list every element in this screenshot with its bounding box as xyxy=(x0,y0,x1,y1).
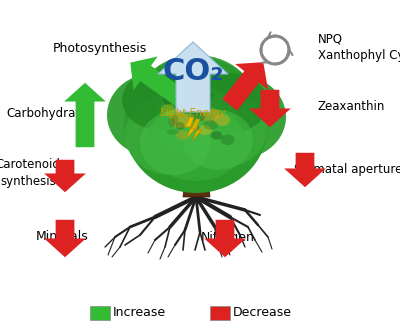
Ellipse shape xyxy=(124,57,268,193)
Text: Stomatal aperture: Stomatal aperture xyxy=(294,163,400,177)
Ellipse shape xyxy=(214,114,230,126)
Ellipse shape xyxy=(172,90,183,102)
Ellipse shape xyxy=(183,110,253,170)
Polygon shape xyxy=(185,117,196,139)
Text: Minerals: Minerals xyxy=(36,230,88,244)
Ellipse shape xyxy=(140,111,210,175)
Ellipse shape xyxy=(192,73,268,133)
Ellipse shape xyxy=(193,124,199,131)
Ellipse shape xyxy=(107,73,203,157)
Text: Carbohydrates: Carbohydrates xyxy=(6,107,94,120)
Ellipse shape xyxy=(125,95,215,175)
Ellipse shape xyxy=(176,122,184,130)
Ellipse shape xyxy=(190,75,286,159)
Ellipse shape xyxy=(182,106,188,114)
Ellipse shape xyxy=(162,93,172,105)
Text: NPQ
Xanthophyl Cycle: NPQ Xanthophyl Cycle xyxy=(318,32,400,62)
Ellipse shape xyxy=(220,134,235,145)
Ellipse shape xyxy=(198,125,212,135)
FancyBboxPatch shape xyxy=(210,306,230,320)
Ellipse shape xyxy=(169,116,175,127)
Text: Zeaxanthin: Zeaxanthin xyxy=(318,100,385,114)
Ellipse shape xyxy=(156,85,236,155)
Polygon shape xyxy=(183,160,210,197)
Ellipse shape xyxy=(167,129,179,135)
Ellipse shape xyxy=(122,70,198,130)
Polygon shape xyxy=(158,42,228,112)
Text: Decrease: Decrease xyxy=(233,307,292,320)
Text: Carotenoid
synthesis: Carotenoid synthesis xyxy=(0,158,60,188)
Ellipse shape xyxy=(170,112,190,128)
Text: Light Energy: Light Energy xyxy=(160,108,226,118)
Ellipse shape xyxy=(172,114,178,126)
Ellipse shape xyxy=(201,108,219,122)
Ellipse shape xyxy=(203,120,218,130)
FancyBboxPatch shape xyxy=(90,306,110,320)
Text: Nitrogen: Nitrogen xyxy=(201,230,255,244)
Ellipse shape xyxy=(141,55,251,135)
Ellipse shape xyxy=(161,104,175,116)
Polygon shape xyxy=(191,119,202,141)
Ellipse shape xyxy=(199,105,212,111)
Text: Photosynthesis: Photosynthesis xyxy=(53,42,147,55)
Ellipse shape xyxy=(190,112,205,121)
Ellipse shape xyxy=(187,94,203,106)
Ellipse shape xyxy=(194,85,208,95)
Text: Increase: Increase xyxy=(113,307,166,320)
Ellipse shape xyxy=(146,105,246,181)
Ellipse shape xyxy=(176,130,188,140)
Ellipse shape xyxy=(177,92,267,168)
Ellipse shape xyxy=(200,92,214,98)
Text: CO₂: CO₂ xyxy=(162,58,224,86)
Ellipse shape xyxy=(211,131,222,140)
